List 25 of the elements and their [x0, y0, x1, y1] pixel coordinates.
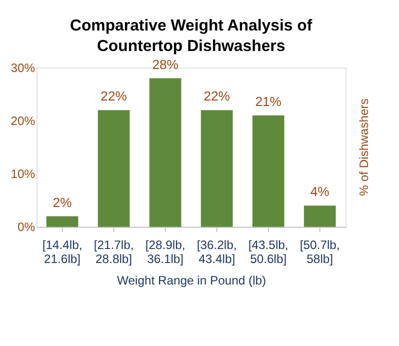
x-tick-label: [21.7lb, 28.8lb] [94, 238, 134, 266]
y-axis-title: % of Dishwashers [357, 98, 372, 196]
x-tick-label: [50.7lb, 58lb] [300, 238, 340, 266]
data-label: 21% [255, 94, 282, 110]
chart-title: Comparative Weight Analysis of Countertop Dishwashers [70, 17, 313, 56]
y-tick-label: 0% [18, 220, 36, 234]
x-tick-label: [28.9lb, 36.1lb] [145, 238, 186, 266]
data-label: 22% [204, 88, 230, 104]
y-tick-label: 20% [10, 114, 36, 128]
bar [200, 110, 233, 227]
x-tick-label: [14.4lb, 21.6lb] [42, 238, 82, 266]
bar [304, 206, 336, 227]
data-label: 2% [52, 194, 72, 210]
x-axis-title: Weight Range in Pound (lb) [116, 273, 266, 288]
data-label: 28% [152, 56, 179, 72]
x-tick-label: [43.5lb, 50.6lb] [248, 238, 288, 266]
bar [46, 216, 78, 227]
data-label: 22% [100, 88, 128, 104]
y-tick-label: 30% [10, 60, 36, 75]
bar [252, 115, 284, 227]
bar [149, 78, 182, 227]
bar [98, 110, 130, 227]
y-tick-label: 10% [10, 166, 36, 181]
x-tick-label: [36.2lb, 43.4lb] [196, 238, 237, 266]
data-label: 4% [310, 184, 330, 200]
